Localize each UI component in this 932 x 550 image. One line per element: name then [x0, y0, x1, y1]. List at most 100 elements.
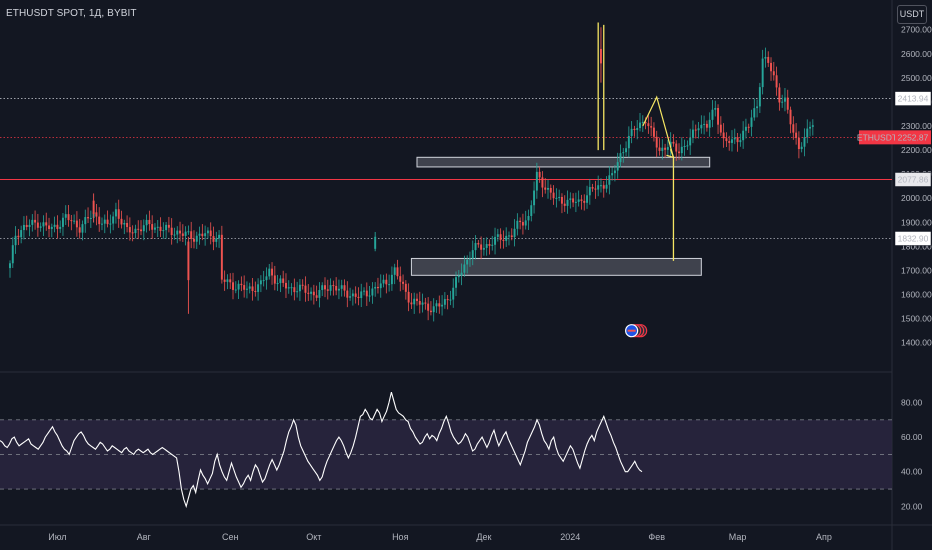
candle-body: [747, 126, 750, 128]
candle-body: [337, 288, 340, 291]
candle-body: [363, 290, 366, 292]
candle-body: [591, 187, 594, 189]
candle-body: [544, 187, 547, 190]
candle-body: [558, 196, 561, 198]
currency-button[interactable]: USDT: [897, 5, 927, 24]
candle-body: [89, 217, 92, 219]
candle-body: [310, 291, 313, 294]
candle-body: [533, 190, 536, 206]
candle-body: [438, 303, 441, 307]
symbol-name-tag-label: ETHUSDT: [857, 132, 897, 142]
price-tick-label: 1500.00: [901, 314, 932, 324]
candle-body: [778, 87, 781, 103]
candle-body: [722, 132, 725, 139]
rsi-line: [0, 391, 643, 509]
candle-body: [474, 243, 477, 251]
candle-body: [577, 199, 580, 202]
candle-body: [109, 223, 112, 225]
rsi-layer[interactable]: [0, 391, 643, 509]
candle-body: [633, 128, 636, 131]
candle-body: [597, 185, 600, 190]
candle-body: [385, 279, 388, 285]
candle-body: [407, 291, 410, 303]
candle-body: [471, 250, 474, 259]
candle-body: [627, 135, 630, 149]
candle-body: [669, 141, 672, 148]
candle-body: [349, 296, 352, 298]
level-layer: [0, 98, 892, 239]
candle-body: [466, 259, 469, 265]
candle-body: [318, 290, 321, 298]
candle-body: [594, 188, 597, 190]
candle-body: [218, 234, 221, 239]
candle-body: [20, 230, 23, 238]
candle-body: [516, 220, 519, 229]
candle-body: [201, 233, 204, 237]
candle-body: [42, 222, 45, 227]
candle-body: [800, 146, 803, 150]
candle-body: [485, 244, 488, 248]
candle-body: [248, 286, 251, 289]
candle-body: [179, 230, 182, 234]
marker-layer[interactable]: [625, 324, 648, 338]
candle-body: [560, 196, 563, 204]
candle-body: [101, 223, 103, 225]
candle-body: [396, 267, 399, 277]
candle-body: [664, 147, 667, 150]
candle-body: [229, 279, 232, 283]
candle-body: [435, 303, 438, 307]
candle-body: [187, 231, 190, 233]
candle-body: [296, 291, 299, 293]
candle-body: [678, 151, 681, 154]
candle-body: [332, 285, 335, 287]
price-axis[interactable]: 2700.002600.002500.002400.002300.002200.…: [857, 25, 932, 348]
rsi-axis[interactable]: 80.00 60.00 40.00 20.00: [901, 398, 923, 512]
candle-body: [237, 283, 240, 290]
candle-body: [753, 108, 756, 118]
candle-body: [382, 279, 385, 284]
candle-body: [703, 123, 706, 125]
candle-body: [421, 302, 424, 305]
candle-body: [416, 298, 418, 301]
price-tick-label: 2200.00: [901, 145, 932, 155]
candle-body: [206, 230, 209, 234]
candle-body: [697, 128, 700, 131]
candle-body: [647, 123, 650, 127]
candle-body: [223, 279, 226, 282]
candle-body: [555, 197, 558, 199]
candle-body: [70, 220, 73, 222]
candle-body: [137, 228, 140, 230]
candle-body: [457, 275, 460, 278]
candle-body: [48, 225, 51, 229]
candle-body: [402, 281, 405, 284]
arrowhead-icon: [666, 149, 675, 159]
rsi-tick-label: 60.00: [901, 432, 923, 442]
candle-body: [538, 171, 541, 178]
candle-body: [167, 224, 170, 228]
candle-body: [527, 216, 530, 221]
candle-body: [22, 224, 25, 231]
candle-body: [636, 128, 639, 131]
time-axis[interactable]: Июл Авг Сен Окт Ноя Дек 2024 Фев Мар Апр: [48, 532, 832, 542]
candle-body: [324, 285, 326, 290]
candle-body: [117, 209, 120, 219]
candle-body: [482, 247, 485, 250]
candle-body: [371, 288, 374, 296]
current-price-label: 2252.87: [898, 132, 929, 142]
price-tick-label: 2300.00: [901, 121, 932, 131]
candle-body: [786, 97, 789, 110]
candle-layer[interactable]: [9, 27, 814, 322]
candle-body: [655, 136, 658, 148]
candle-body: [59, 226, 62, 229]
candle-body: [806, 128, 809, 138]
candle-body: [728, 141, 731, 143]
candle-body: [666, 147, 669, 150]
candle-body: [365, 290, 368, 297]
candle-body: [67, 214, 70, 221]
candle-body: [195, 235, 198, 242]
candle-body: [393, 267, 396, 275]
candle-body: [131, 232, 134, 234]
candle-body: [468, 258, 471, 260]
candle-body: [298, 284, 301, 292]
